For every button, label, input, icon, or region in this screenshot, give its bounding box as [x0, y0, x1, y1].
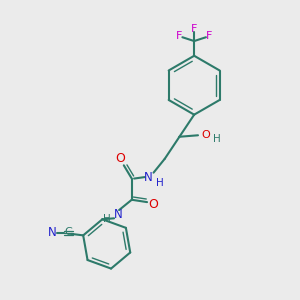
Text: O: O [148, 198, 158, 211]
Text: H: H [213, 134, 221, 144]
Text: N: N [113, 208, 122, 221]
Text: F: F [176, 31, 183, 41]
Text: O: O [115, 152, 125, 165]
Text: N: N [48, 226, 57, 239]
Text: N: N [144, 171, 153, 184]
Text: C: C [64, 227, 72, 237]
Text: F: F [206, 31, 212, 41]
Text: H: H [155, 178, 163, 188]
Text: H: H [103, 214, 111, 224]
Text: F: F [191, 24, 197, 34]
Text: O: O [202, 130, 210, 140]
